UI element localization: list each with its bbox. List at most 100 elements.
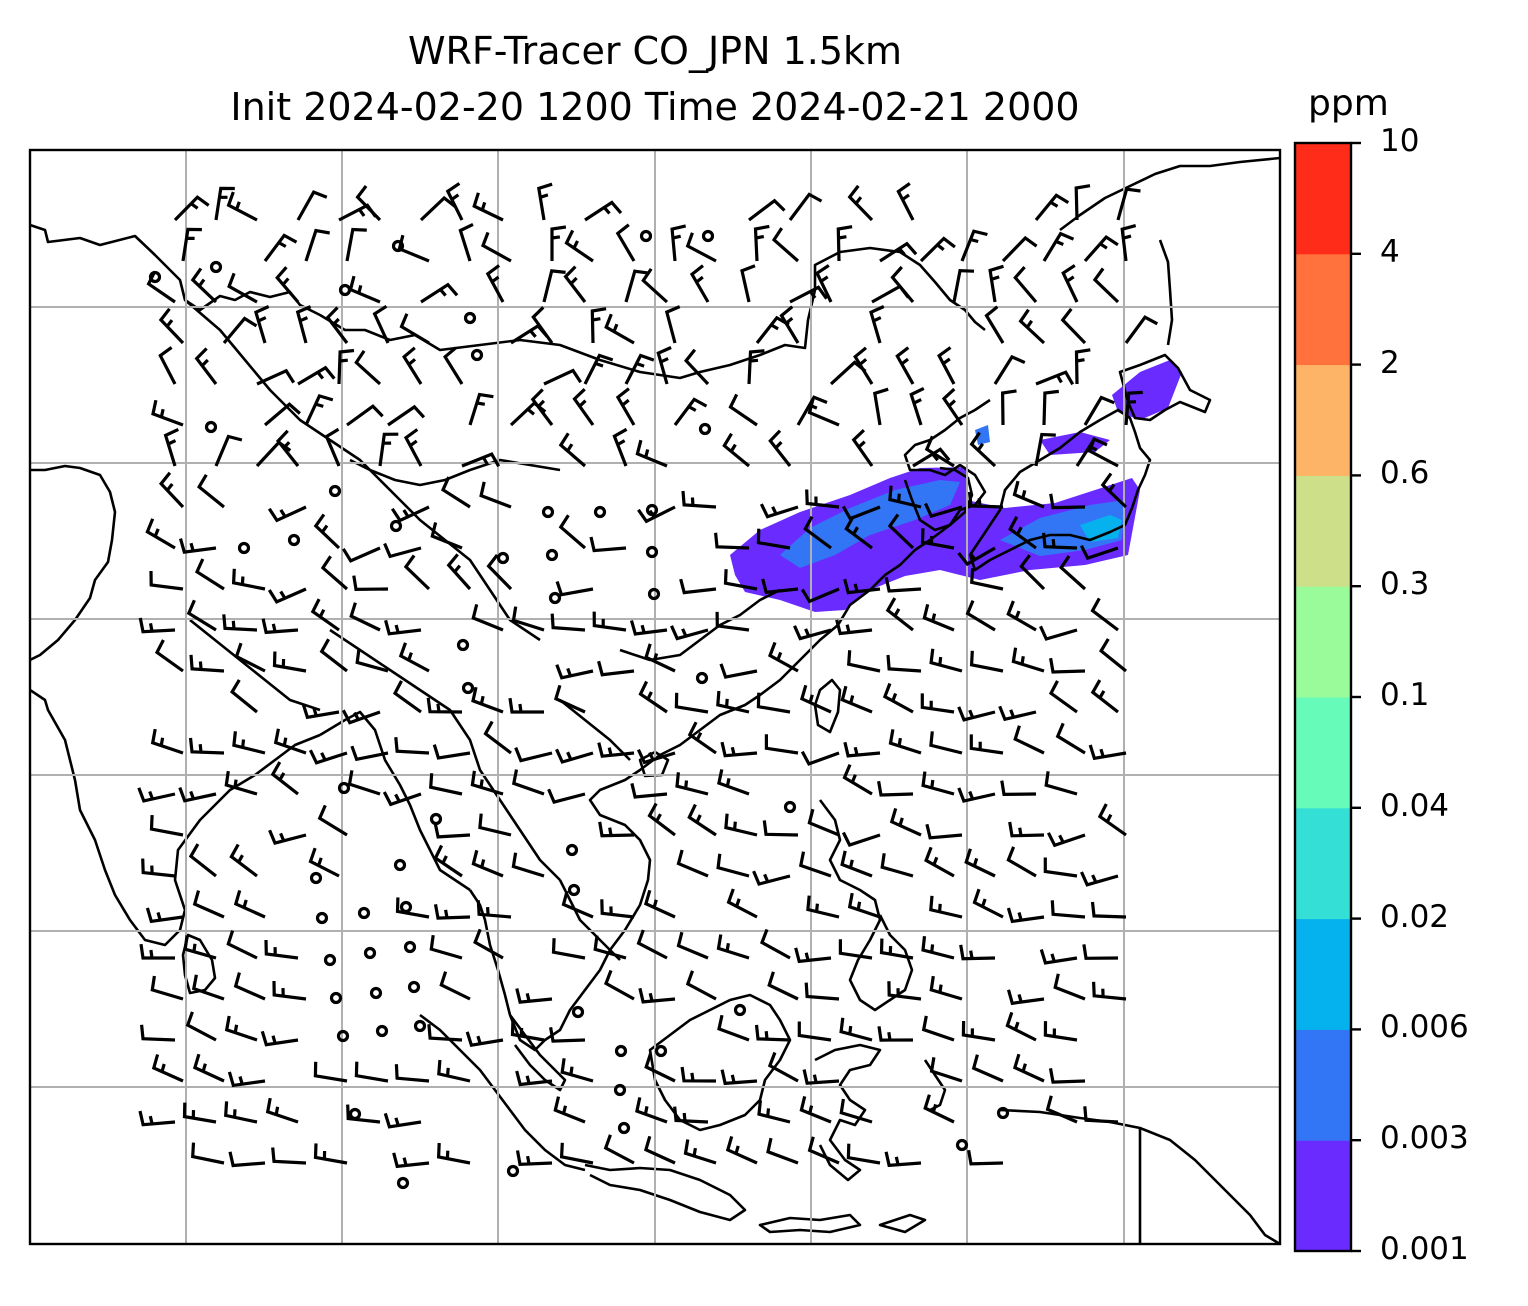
wind-barb (150, 728, 184, 755)
wind-barb (430, 522, 463, 550)
wind-barb (964, 848, 996, 878)
wind-barb (909, 386, 925, 426)
wind-barb (296, 190, 328, 221)
wind-barb (768, 429, 792, 467)
calm-wind-circle (733, 1003, 747, 1017)
wind-barb (560, 1058, 594, 1083)
wind-barb (224, 770, 258, 796)
colorbar (1295, 143, 1351, 1252)
wind-barb (838, 939, 873, 960)
wind-barb (265, 1097, 299, 1124)
wind-barb (752, 870, 791, 886)
wind-barb (543, 368, 583, 386)
wind-barb (872, 387, 889, 426)
colorbar-tick-label: 4 (1380, 233, 1400, 270)
coast-west-india (30, 464, 117, 662)
wind-barb (1008, 515, 1037, 550)
wind-barb (233, 889, 266, 919)
wind-barb (593, 935, 627, 960)
wind-barb (799, 684, 832, 714)
wind-barb (295, 305, 312, 344)
wind-barb (890, 265, 915, 304)
wind-barb (341, 546, 381, 563)
calm-wind-circle (336, 1029, 350, 1043)
coast-lesser-sunda (758, 1213, 927, 1234)
wind-barb (965, 599, 996, 632)
wind-barb (390, 505, 430, 523)
wind-barb (779, 305, 800, 344)
wind-barb (670, 224, 687, 262)
wind-barb (338, 203, 377, 222)
wind-barb (1059, 555, 1087, 591)
wind-barb (929, 895, 963, 919)
wind-barb (394, 737, 430, 755)
wind-barb (140, 1024, 176, 1042)
coast-siberia (1059, 156, 1280, 232)
wind-barb (1090, 901, 1127, 919)
wind-barb (1060, 307, 1087, 345)
wind-barb (1018, 308, 1046, 345)
wind-barb (720, 741, 758, 758)
wind-barb (337, 348, 355, 385)
wind-barb (429, 934, 463, 960)
wind-barb (1034, 432, 1056, 467)
wind-barb (961, 1020, 996, 1042)
wind-barb (1092, 267, 1120, 304)
wind-barb (960, 229, 988, 262)
wind-barb (1001, 235, 1038, 263)
wind-barb (429, 773, 463, 796)
wind-barb (427, 1024, 463, 1042)
wind-barb (760, 928, 791, 960)
calm-wind-circle (348, 1107, 362, 1121)
wind-barb (629, 620, 668, 636)
wind-barb (146, 270, 176, 304)
wind-barb (304, 228, 330, 262)
wind-barb (724, 813, 758, 837)
wind-barb (604, 313, 635, 345)
wind-barb (853, 346, 874, 385)
colorbar-segment (1295, 697, 1351, 809)
colorbar-tick-label: 0.3 (1380, 566, 1430, 603)
calm-wind-circle (593, 505, 607, 519)
wind-barb (173, 195, 210, 222)
wind-barb (345, 227, 367, 262)
colorbar-segment (1295, 143, 1351, 255)
wind-barb (472, 192, 504, 222)
wind-barb (440, 476, 471, 509)
calm-wind-circle (463, 311, 477, 325)
wind-barb (844, 515, 873, 550)
coast-bay-bengal (319, 710, 471, 892)
coast-taiwan (813, 678, 842, 734)
wind-barb (919, 236, 956, 263)
wind-barb (929, 975, 963, 1001)
wind-barb (558, 514, 587, 550)
wind-barb (1100, 472, 1128, 509)
wind-barb (227, 272, 258, 304)
wind-barb (984, 305, 1005, 344)
calm-wind-circle (639, 229, 653, 243)
wind-barb (355, 185, 382, 222)
wind-barb (1097, 803, 1127, 837)
wind-barb (263, 402, 301, 427)
wind-barb (222, 316, 258, 345)
wind-barb (222, 614, 258, 632)
wind-barb (194, 558, 225, 591)
wind-barb (683, 1139, 717, 1165)
co-plume-core-east (1000, 500, 1125, 556)
wind-barb (1006, 907, 1045, 924)
wind-barb (458, 222, 474, 262)
wind-barb (530, 388, 554, 426)
colorbar-tick-label: 0.6 (1380, 455, 1430, 492)
calm-wind-circle (407, 980, 421, 994)
wind-barb (508, 697, 544, 714)
colorbar-segment (1295, 918, 1351, 1030)
wind-barb (687, 803, 717, 837)
wind-barb (1080, 871, 1119, 887)
wind-barb (922, 604, 955, 632)
wind-barb (229, 843, 258, 878)
calm-wind-circle (996, 1106, 1010, 1120)
colorbar-segment (1295, 475, 1351, 587)
calm-wind-circle (955, 1138, 969, 1152)
gridlines (30, 150, 1280, 1244)
wind-barb (937, 346, 956, 385)
